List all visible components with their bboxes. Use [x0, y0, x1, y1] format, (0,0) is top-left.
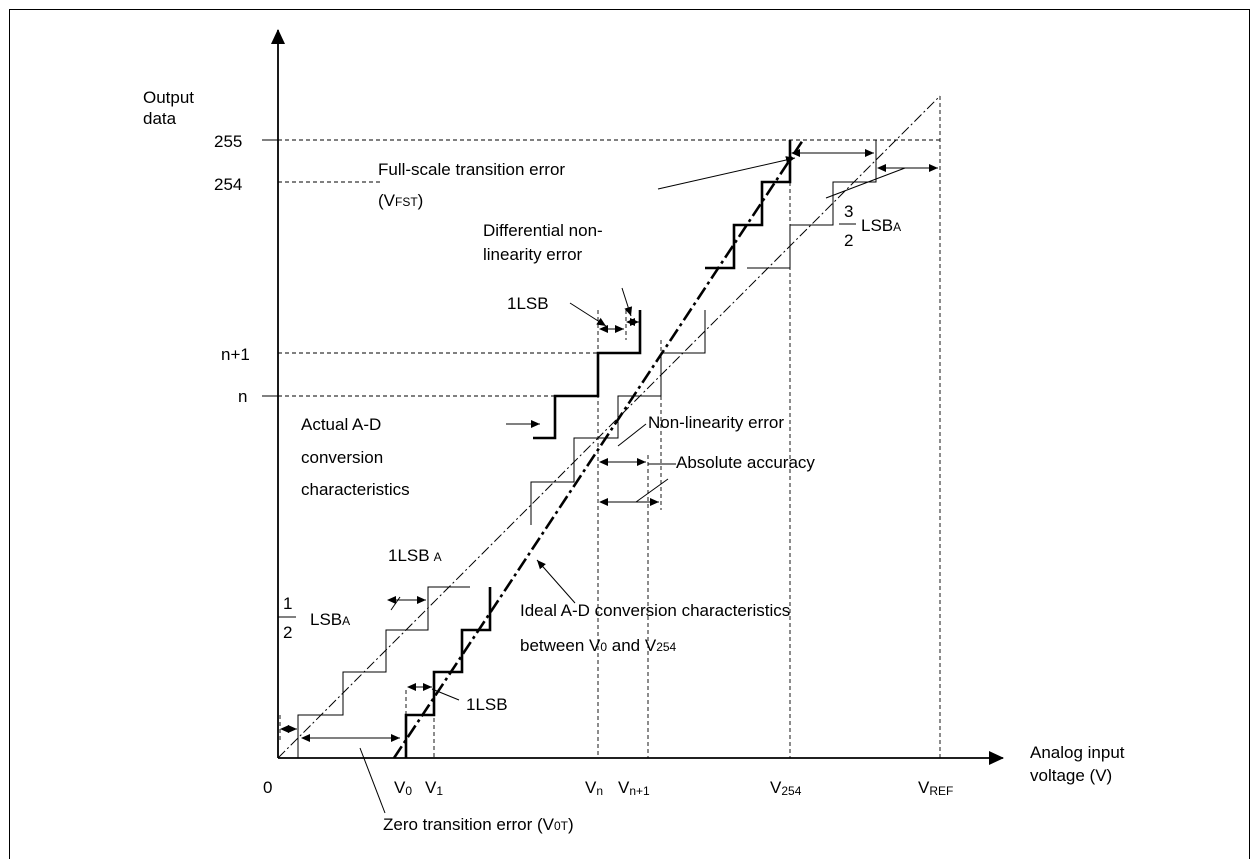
- three-half-num: 3: [844, 202, 853, 221]
- origin-label: 0: [263, 778, 272, 797]
- x-tick-v254: V254: [770, 778, 802, 798]
- zero-error-label: Zero transition error (V0T): [383, 815, 574, 834]
- ideal-label-line1: Ideal A-D conversion characteristics: [520, 601, 790, 620]
- x-tick-v0: V0: [394, 778, 412, 798]
- full-scale-label-line1: Full-scale transition error: [378, 160, 565, 179]
- three-half-den: 2: [844, 231, 853, 250]
- ideal-adc-line: [392, 139, 805, 759]
- actual-label-line3: characteristics: [301, 480, 410, 499]
- x-tick-vref: VREF: [918, 778, 953, 798]
- ideal-absolute-line: [277, 95, 941, 759]
- y-tick-255: 255: [214, 132, 242, 151]
- full-scale-label-line2: (VFST): [378, 191, 423, 210]
- dnl-label-line1: Differential non-: [483, 221, 603, 240]
- y-tick-254: 254: [214, 175, 242, 194]
- three-half-lsb: LSBA: [861, 216, 901, 235]
- actual-label-line1: Actual A-D: [301, 415, 381, 434]
- one-lsb-top-label: 1LSB: [507, 294, 549, 313]
- dnl-label-line2: linearity error: [483, 245, 583, 264]
- half-num: 1: [283, 594, 292, 613]
- one-lsb-bottom-label: 1LSB: [466, 695, 508, 714]
- x-tick-vn1: Vn+1: [618, 778, 650, 798]
- x-axis-title-line1: Analog input: [1030, 743, 1125, 762]
- x-axis-title-line2: voltage (V): [1030, 766, 1112, 785]
- half-lsb: LSBA: [310, 610, 350, 629]
- y-tick-n1: n+1: [221, 345, 250, 364]
- one-lsba-label: 1LSB A: [388, 546, 442, 565]
- y-axis-title-line2: data: [143, 109, 177, 128]
- y-axis-title-line1: Output: [143, 88, 194, 107]
- absolute-label: Absolute accuracy: [676, 453, 815, 472]
- ideal-staircase: [297, 140, 877, 758]
- figure-frame: [9, 9, 1250, 859]
- actual-label-line2: conversion: [301, 448, 383, 467]
- ideal-label-line2: between V0 and V254: [520, 636, 677, 655]
- actual-staircase: [404, 140, 792, 758]
- x-tick-vn: Vn: [585, 778, 603, 798]
- half-den: 2: [283, 623, 292, 642]
- x-tick-v1: V1: [425, 778, 443, 798]
- nonlin-label: Non-linearity error: [648, 413, 784, 432]
- y-tick-n: n: [238, 387, 247, 406]
